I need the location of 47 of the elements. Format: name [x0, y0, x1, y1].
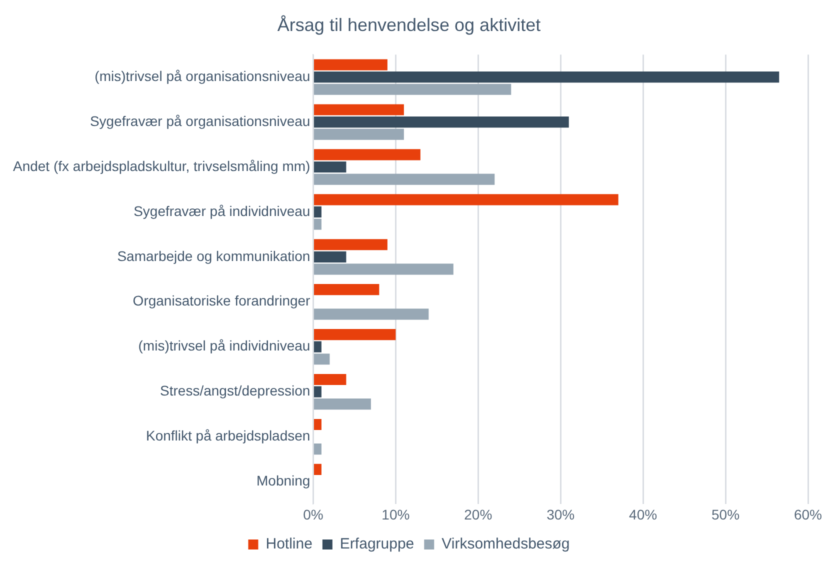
bar [314, 206, 322, 218]
bar [314, 354, 330, 365]
legend-label: Erfagruppe [340, 536, 414, 553]
bar [314, 104, 404, 116]
bar [314, 174, 495, 185]
y-tick-label: Mobning [256, 472, 310, 489]
x-tick-label: 60% [794, 506, 822, 522]
bar [314, 149, 420, 160]
bar [314, 444, 322, 455]
bar [314, 239, 388, 250]
bar [314, 116, 569, 128]
bar [314, 194, 618, 206]
x-tick-label: 10% [382, 506, 410, 522]
x-tick-label: 40% [629, 506, 658, 522]
bar [314, 251, 346, 262]
y-tick-label: Sygefravær på individniveau [134, 202, 310, 219]
bar [314, 386, 322, 398]
y-tick-label: Organisatoriske forandringer [132, 292, 311, 309]
y-tick-label: Samarbejde og kommunikation [117, 248, 310, 264]
bar [314, 218, 322, 230]
x-tick-label: 50% [712, 506, 740, 522]
bar [314, 161, 346, 173]
chart-title: Årsag til henvendelse og aktivitet [277, 14, 541, 35]
y-tick-label: Stress/angst/depression [160, 382, 310, 399]
y-tick-label: Andet (fx arbejdspladskultur, trivselsmåling mm) [12, 158, 310, 174]
legend-label: Virksomhedsbesøg [442, 536, 570, 553]
bar [314, 128, 404, 140]
x-tick-label: 0% [303, 506, 324, 522]
bar [314, 284, 380, 296]
bar [314, 72, 780, 83]
y-tick-label: Sygefravær på organisationsniveau [90, 112, 310, 129]
y-tick-label: (mis)trivsel på organisationsniveau [94, 68, 310, 84]
bar [314, 264, 454, 275]
bar [314, 59, 388, 70]
bar [314, 308, 429, 320]
bar [314, 341, 322, 352]
x-tick-label: 30% [546, 506, 575, 522]
legend-label: Hotline [266, 536, 312, 553]
bar [314, 418, 322, 430]
bar [314, 84, 512, 95]
bar [314, 329, 396, 340]
bar [314, 374, 346, 386]
y-tick-label: Konflikt på arbejdspladsen [146, 428, 310, 444]
x-tick-label: 20% [464, 506, 492, 522]
bar [314, 398, 371, 410]
y-tick-label: (mis)trivsel på individniveau [138, 338, 310, 354]
bar [314, 464, 322, 475]
